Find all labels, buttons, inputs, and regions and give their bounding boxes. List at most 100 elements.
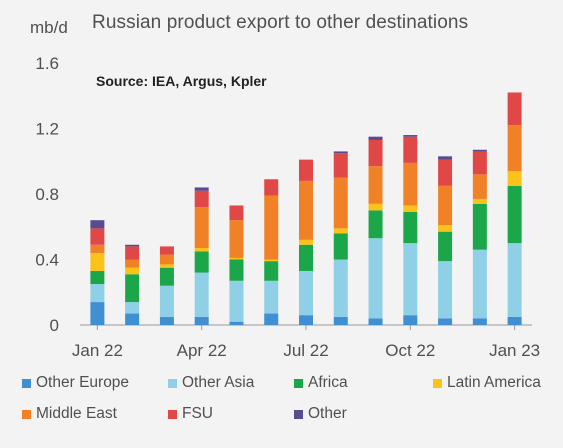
bar-segment-fsu [125,246,140,260]
bar-segment-latin-america [194,248,209,252]
y-tick-label: 0.8 [35,185,59,204]
bar-segment-other-europe [159,316,174,325]
legend-label: Other Europe [36,374,130,391]
bar-segment-latin-america [333,228,348,234]
bar-segment-other-asia [403,243,418,316]
legend-item: FSU [168,405,213,423]
x-tick-label: Jul 22 [283,341,328,360]
legend-item: Africa [294,374,348,392]
bar-segment-middle-east [229,220,244,258]
bar-segment-other-europe [194,316,209,325]
bar-segment-other-asia [438,261,453,319]
bar-segment-other-europe [472,318,487,325]
bar-segment-africa [159,267,174,286]
legend-label: Other [308,405,347,422]
y-tick-label: 1.2 [35,120,59,139]
legend-swatch [168,378,177,388]
bar-segment-latin-america [507,171,522,186]
bar-segment-fsu [299,159,313,181]
bar-segment-middle-east [194,207,209,249]
legend-swatch [22,409,31,419]
legend-item: Other [294,405,347,423]
bar-segment-other-europe [438,318,453,325]
legend-swatch [433,378,442,388]
bar-segment-fsu [159,246,174,255]
bar-segment-africa [264,261,279,281]
bar-segment-middle-east [90,244,105,253]
bar-segment-other-europe [507,316,522,325]
bar-segment-other [438,156,453,160]
bar-segment-other [90,220,105,229]
bar-segment-other-europe [90,302,105,325]
bar-segment-other-asia [194,272,209,317]
y-tick-label: 0.4 [35,251,59,270]
legend-label: FSU [182,405,213,422]
bar-segment-other-europe [229,321,244,325]
bar-segment-middle-east [368,166,383,204]
bar-segment-middle-east [507,125,522,172]
legend-label: Other Asia [182,374,255,391]
bar-segment-other-asia [264,280,279,314]
bar-segment-africa [90,270,105,285]
legend-label: Latin America [447,374,541,391]
legend-item: Middle East [22,405,117,423]
bar-segment-middle-east [299,180,313,240]
legend-item: Other Europe [22,374,129,392]
bar-segment-middle-east [403,162,418,206]
bar-segment-other-europe [299,315,313,325]
bar-segment-africa [368,210,383,239]
legend-swatch [168,409,177,419]
legend-label: Middle East [36,405,117,422]
bar-segment-africa [194,251,209,273]
bar-segment-other-asia [159,285,174,317]
bar-segment-middle-east [125,259,140,268]
bar-segment-other-asia [125,302,140,314]
bar-segment-fsu [403,136,418,163]
y-axis-unit-label: mb/d [30,18,68,37]
y-tick-label: 0 [50,316,59,335]
bar-segment-latin-america [403,205,418,213]
bar-segment-middle-east [472,174,487,199]
bar-segment-other-asia [472,249,487,319]
bar-segment-other-europe [333,316,348,325]
y-tick-label: 1.6 [35,54,59,73]
legend-swatch [22,378,31,388]
x-tick-label: Jan 22 [72,341,123,360]
bar-segment-fsu [507,92,522,126]
bar-segment-other [194,187,209,191]
bar-segment-africa [438,231,453,262]
bar-segment-other [125,244,140,247]
chart-plot-area: 0 0.4 0.8 1.2 1.6 Jan 22 Apr 22 Jul 22 Oct 22 Jan… [35,54,540,360]
bar-segment-middle-east [333,177,348,229]
bar-segment-other [472,149,487,152]
source-annotation: Source: IEA, Argus, Kpler [96,73,267,89]
bar-segment-africa [333,233,348,260]
bar-segment-fsu [229,205,244,221]
bar-segment-fsu [194,190,209,208]
bar-segment-other-europe [403,315,418,325]
bar-segment-africa [472,203,487,250]
bar-segment-other-asia [90,284,105,303]
bar-segment-latin-america [229,257,244,260]
bar-segment-africa [403,212,418,244]
chart-title: Russian product export to other destinat… [92,12,469,33]
bar-segment-other [403,135,418,137]
bar-segment-africa [507,185,522,244]
bar-segment-other [368,136,383,140]
bar-segment-fsu [472,151,487,175]
bar-segment-latin-america [299,239,313,245]
bar-segment-fsu [264,179,279,196]
bar-segment-fsu [368,139,383,167]
bar-segment-latin-america [438,225,453,232]
bar-segment-africa [125,274,140,303]
legend-item: Latin America [433,374,541,392]
bar-segment-middle-east [438,185,453,226]
legend-label: Africa [308,374,348,391]
bar-segment-other-asia [507,243,522,317]
bar-segment-latin-america [472,198,487,204]
bar-segment-africa [229,259,244,281]
bar-segment-other-asia [333,259,348,317]
bar-segment-other [333,151,348,154]
bar-segment-fsu [90,228,105,245]
chart-legend: Other Europe Other Asia Africa Latin Americ… [22,374,562,444]
